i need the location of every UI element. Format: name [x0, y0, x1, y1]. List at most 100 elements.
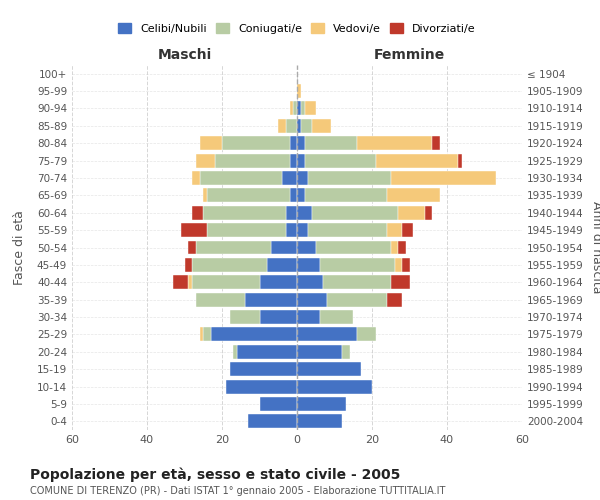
Bar	[188, 276, 192, 289]
Bar	[297, 240, 316, 254]
Bar	[215, 154, 290, 168]
Bar	[286, 223, 297, 237]
Bar	[237, 345, 297, 358]
Bar	[297, 223, 308, 237]
Bar	[312, 206, 398, 220]
Bar	[301, 119, 312, 133]
Bar	[290, 154, 297, 168]
Bar	[297, 414, 342, 428]
Bar	[301, 102, 305, 116]
Bar	[271, 240, 297, 254]
Text: Femmine: Femmine	[374, 48, 445, 62]
Bar	[402, 258, 409, 272]
Bar	[290, 102, 293, 116]
Bar	[260, 276, 297, 289]
Bar	[229, 310, 260, 324]
Bar	[320, 258, 395, 272]
Bar	[278, 119, 286, 133]
Bar	[458, 154, 462, 168]
Bar	[199, 136, 222, 150]
Bar	[196, 240, 271, 254]
Bar	[248, 414, 297, 428]
Text: COMUNE DI TERENZO (PR) - Dati ISTAT 1° gennaio 2005 - Elaborazione TUTTITALIA.IT: COMUNE DI TERENZO (PR) - Dati ISTAT 1° g…	[30, 486, 445, 496]
Bar	[391, 240, 398, 254]
Bar	[192, 276, 260, 289]
Bar	[297, 328, 357, 342]
Bar	[297, 206, 312, 220]
Bar	[402, 223, 413, 237]
Bar	[297, 258, 320, 272]
Bar	[387, 223, 402, 237]
Text: Popolazione per età, sesso e stato civile - 2005: Popolazione per età, sesso e stato civil…	[30, 468, 400, 482]
Bar	[323, 276, 391, 289]
Legend: Celibi/Nubili, Coniugati/e, Vedovi/e, Divorziati/e: Celibi/Nubili, Coniugati/e, Vedovi/e, Di…	[115, 20, 479, 37]
Bar	[173, 276, 188, 289]
Bar	[312, 119, 331, 133]
Bar	[297, 119, 301, 133]
Bar	[425, 206, 432, 220]
Bar	[286, 206, 297, 220]
Bar	[290, 136, 297, 150]
Bar	[376, 154, 458, 168]
Bar	[297, 310, 320, 324]
Bar	[229, 362, 297, 376]
Bar	[308, 223, 387, 237]
Bar	[327, 292, 387, 306]
Bar	[305, 102, 316, 116]
Bar	[260, 310, 297, 324]
Bar	[188, 240, 196, 254]
Bar	[342, 345, 349, 358]
Bar	[297, 136, 305, 150]
Bar	[203, 206, 286, 220]
Bar	[192, 171, 199, 185]
Bar	[196, 292, 245, 306]
Bar	[297, 276, 323, 289]
Bar	[203, 188, 207, 202]
Bar	[391, 171, 496, 185]
Bar	[297, 154, 305, 168]
Bar	[316, 240, 391, 254]
Bar	[286, 119, 297, 133]
Bar	[391, 276, 409, 289]
Bar	[398, 240, 406, 254]
Text: Maschi: Maschi	[157, 48, 212, 62]
Y-axis label: Anni di nascita: Anni di nascita	[590, 201, 600, 294]
Bar	[297, 292, 327, 306]
Bar	[357, 328, 376, 342]
Bar	[260, 397, 297, 411]
Bar	[207, 188, 290, 202]
Bar	[199, 171, 282, 185]
Bar	[297, 102, 301, 116]
Bar	[282, 171, 297, 185]
Bar	[297, 84, 301, 98]
Y-axis label: Fasce di età: Fasce di età	[13, 210, 26, 285]
Bar	[387, 188, 439, 202]
Bar	[267, 258, 297, 272]
Bar	[222, 136, 290, 150]
Bar	[320, 310, 353, 324]
Bar	[395, 258, 402, 272]
Bar	[211, 328, 297, 342]
Bar	[207, 223, 286, 237]
Bar	[293, 102, 297, 116]
Bar	[308, 171, 391, 185]
Bar	[398, 206, 425, 220]
Bar	[245, 292, 297, 306]
Bar	[305, 136, 357, 150]
Bar	[297, 380, 372, 394]
Bar	[297, 397, 346, 411]
Bar	[203, 328, 211, 342]
Bar	[387, 292, 402, 306]
Bar	[357, 136, 432, 150]
Bar	[297, 362, 361, 376]
Bar	[226, 380, 297, 394]
Bar	[185, 258, 192, 272]
Bar	[192, 258, 267, 272]
Bar	[181, 223, 207, 237]
Bar	[233, 345, 237, 358]
Bar	[199, 328, 203, 342]
Bar	[192, 206, 203, 220]
Bar	[297, 171, 308, 185]
Bar	[297, 188, 305, 202]
Bar	[432, 136, 439, 150]
